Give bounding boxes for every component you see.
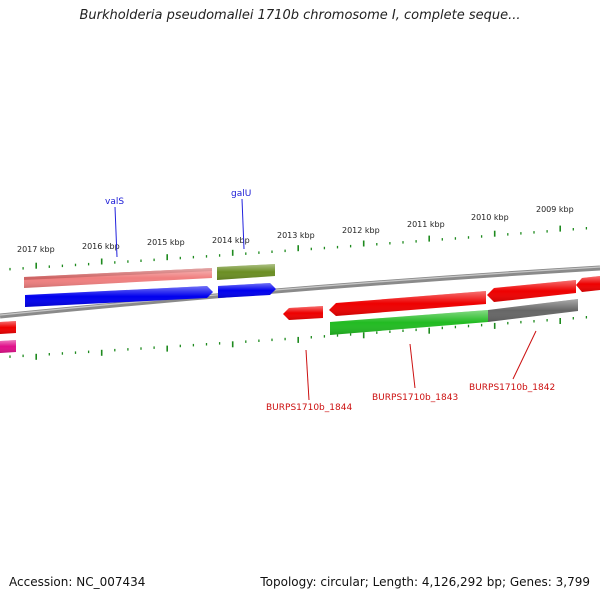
gene-BURPS1710b_1842-red[interactable] bbox=[487, 280, 576, 302]
gene-left-magenta-edge[interactable] bbox=[0, 340, 16, 353]
gene-valS[interactable] bbox=[24, 268, 212, 288]
scale-label-2017: 2017 kbp bbox=[17, 245, 55, 254]
scale-label-2016: 2016 kbp bbox=[82, 242, 120, 251]
gene-blue-small[interactable] bbox=[218, 283, 276, 298]
scale-label-2010: 2010 kbp bbox=[471, 213, 509, 222]
gene-BURPS1710b_1842-gray[interactable] bbox=[488, 299, 578, 322]
gene-label-galU[interactable]: galU bbox=[231, 189, 251, 199]
scale-label-2009: 2009 kbp bbox=[536, 205, 574, 214]
gene-galU[interactable] bbox=[217, 264, 275, 280]
scale-label-2014: 2014 kbp bbox=[212, 236, 250, 245]
genome-stats: Topology: circular; Length: 4,126,292 bp… bbox=[260, 575, 590, 589]
label-leaders bbox=[114, 198, 537, 401]
scale-label-2013: 2013 kbp bbox=[277, 231, 315, 240]
gene-BURPS1710b_1843-green[interactable] bbox=[330, 310, 488, 335]
gene-BURPS1710b_1843-red[interactable] bbox=[329, 291, 486, 316]
inner-scale-ticks bbox=[9, 316, 588, 360]
gene-blue-large[interactable] bbox=[25, 286, 213, 307]
gene-label-BURPS1710b_1842[interactable]: BURPS1710b_1842 bbox=[469, 383, 555, 393]
backbone-circle bbox=[0, 265, 600, 319]
gene-label-BURPS1710b_1844[interactable]: BURPS1710b_1844 bbox=[266, 403, 352, 413]
map-title: Burkholderia pseudomallei 1710b chromoso… bbox=[79, 8, 521, 23]
scale-label-2015: 2015 kbp bbox=[147, 238, 185, 247]
accession-info: Accession: NC_007434 bbox=[9, 575, 146, 589]
gene-BURPS1710b_1844[interactable] bbox=[283, 306, 323, 320]
outer-scale-ticks bbox=[9, 225, 588, 271]
gene-right-red-edge[interactable] bbox=[576, 276, 600, 292]
gene-left-red-edge[interactable] bbox=[0, 321, 16, 334]
scale-labels: 2017 kbp 2016 kbp 2015 kbp 2014 kbp 2013… bbox=[17, 205, 574, 254]
scale-label-2012: 2012 kbp bbox=[342, 226, 380, 235]
gene-label-BURPS1710b_1843[interactable]: BURPS1710b_1843 bbox=[372, 393, 458, 403]
gene-label-valS[interactable]: valS bbox=[105, 197, 124, 207]
scale-label-2011: 2011 kbp bbox=[407, 220, 445, 229]
